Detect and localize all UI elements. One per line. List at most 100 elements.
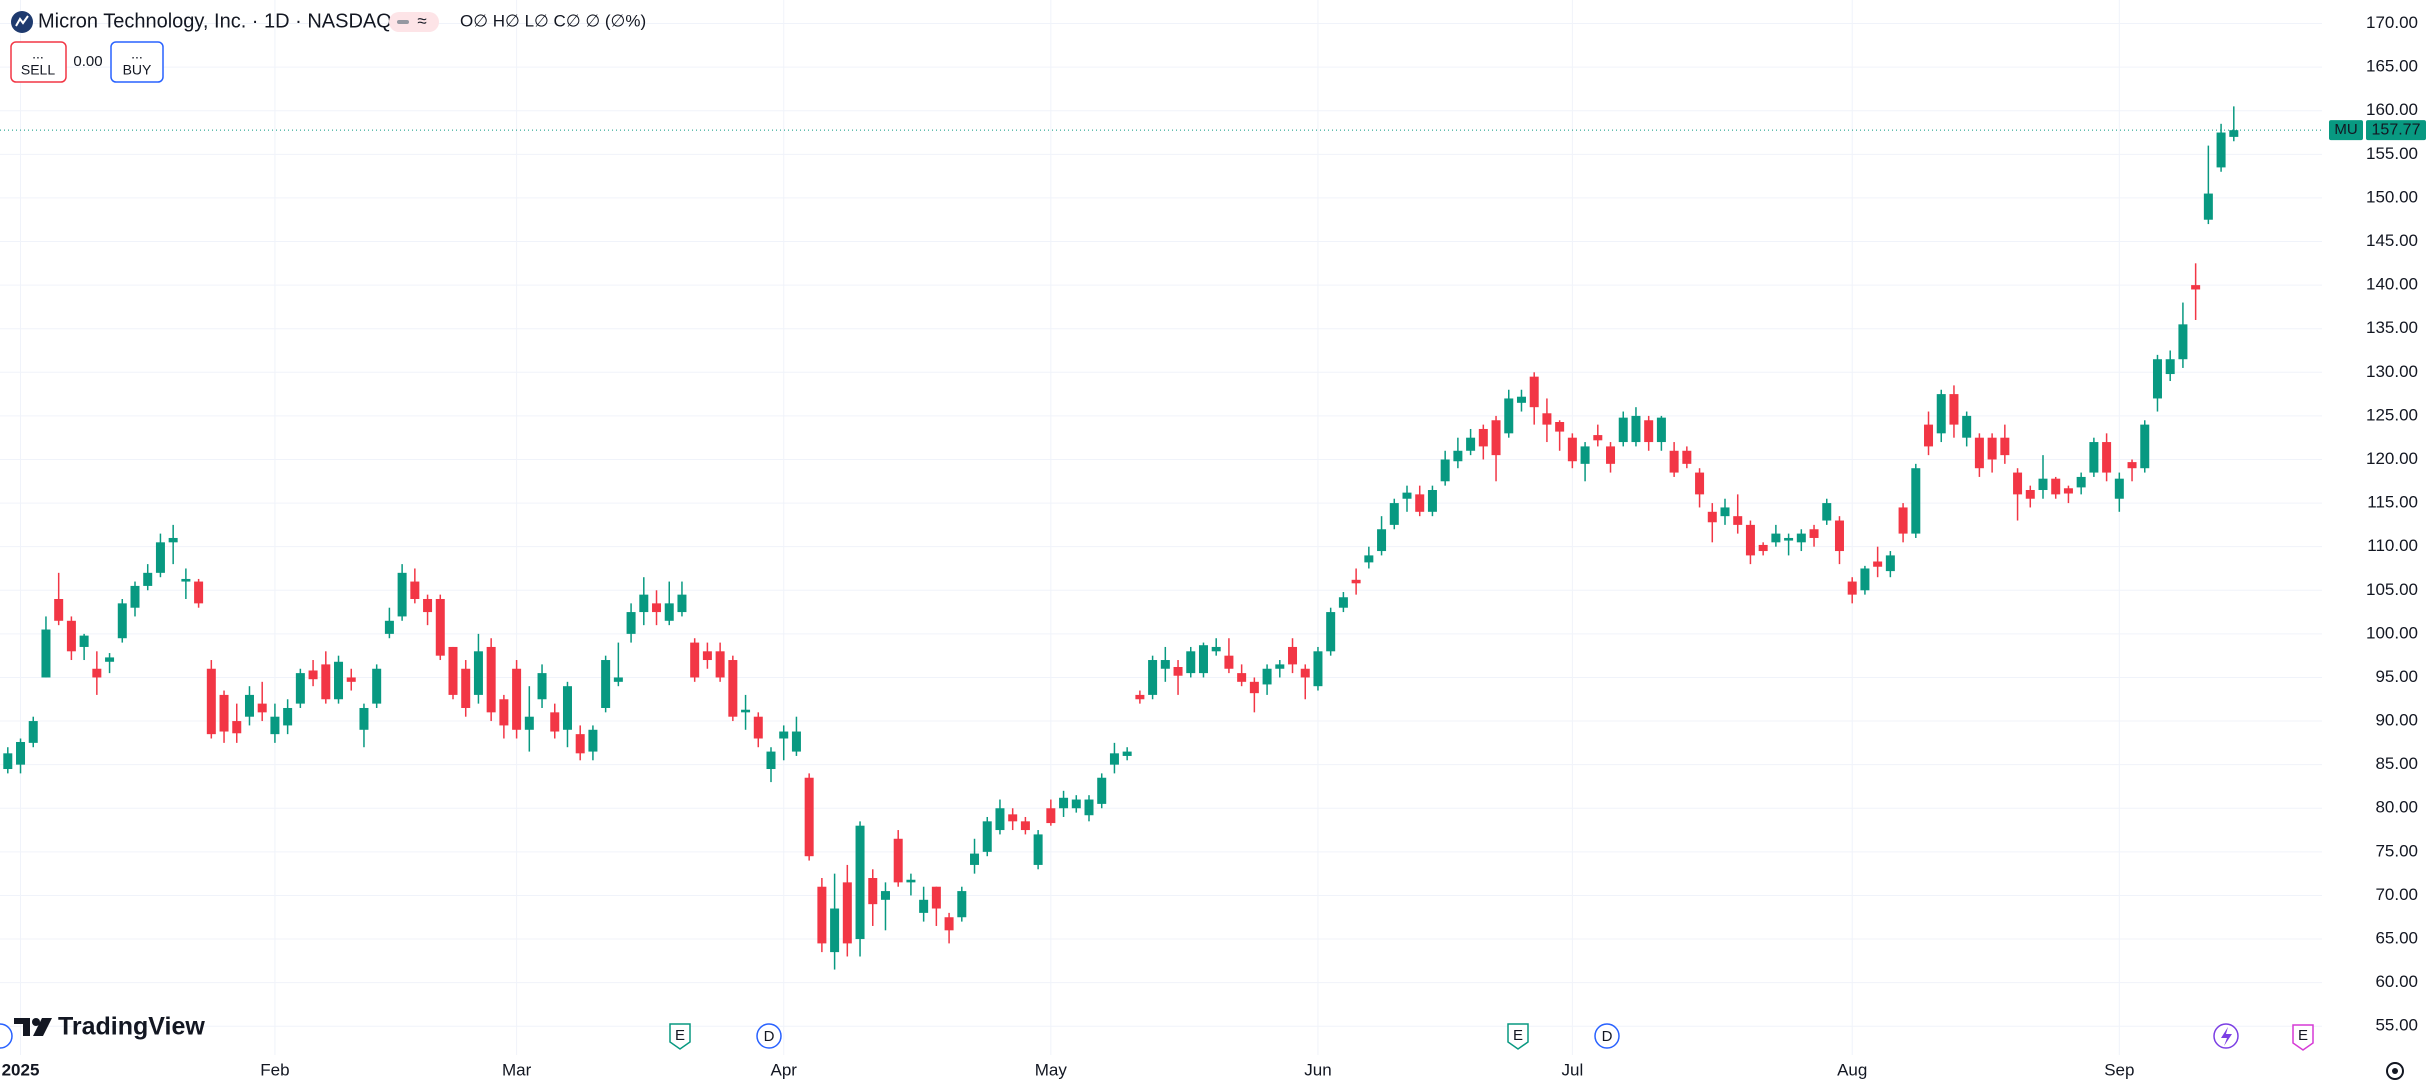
candle-body (143, 572, 153, 586)
x-tick-label: Aug (1837, 1060, 1867, 1079)
sell-price: ... (32, 46, 44, 62)
candle-body (2178, 324, 2188, 360)
sell-button[interactable] (10, 41, 67, 83)
candle-body (2063, 488, 2073, 494)
candle-body (601, 660, 611, 708)
candle-body (677, 594, 687, 613)
candle-body (435, 598, 445, 656)
candle-body (384, 620, 394, 634)
x-tick-label: Feb (260, 1060, 289, 1079)
y-tick-label: 160.00 (2366, 100, 2418, 119)
candle-body (41, 629, 51, 678)
status-wave: ≈ (417, 11, 426, 30)
candle-body (639, 594, 649, 613)
y-tick-label: 85.00 (2375, 754, 2418, 773)
candle-body (550, 712, 560, 732)
candle-body (1046, 808, 1056, 824)
candle-body (1745, 524, 1755, 556)
y-tick-label: 115.00 (2367, 493, 2418, 512)
candle-body (308, 670, 318, 680)
symbol-title[interactable]: Micron Technology, Inc. · 1D · NASDAQ (38, 10, 392, 32)
brand-logo-dot (32, 1018, 40, 1026)
candle-body (970, 853, 980, 865)
candle-body (1020, 821, 1030, 831)
candle-body (1720, 507, 1730, 517)
x-tick-label: Jul (1561, 1060, 1583, 1079)
status-dash (397, 20, 409, 24)
y-tick-label: 125.00 (2366, 405, 2418, 424)
event-dividend[interactable] (756, 1023, 782, 1049)
y-tick-label: 55.00 (2375, 1016, 2418, 1035)
settings (2386, 1062, 2404, 1080)
candle-body (702, 651, 712, 661)
candle-body (1758, 544, 1768, 552)
event-dividend-partial[interactable] (0, 1023, 13, 1049)
candle-body (868, 878, 878, 905)
event-earnings[interactable] (2292, 1024, 2314, 1051)
candle-body (219, 694, 229, 732)
candle-body (1415, 494, 1425, 512)
y-tick-label: 60.00 (2375, 972, 2418, 991)
candle-body (2203, 193, 2213, 220)
candle-body (321, 664, 331, 700)
candle-body (2127, 462, 2137, 469)
symbol-badge (2329, 120, 2363, 141)
candle-body (1949, 394, 1959, 425)
settings-gear[interactable] (2386, 1062, 2404, 1080)
y-tick-label: 65.00 (2375, 929, 2418, 948)
candle-body (1440, 459, 1450, 482)
candle-body (588, 729, 598, 752)
candle-body (1377, 529, 1387, 552)
candle-body (1669, 450, 1679, 473)
y-tick-label: 150.00 (2366, 187, 2418, 206)
candle-body (397, 572, 407, 617)
candle-body (919, 899, 929, 913)
candle-body (1682, 450, 1692, 464)
candle-body (257, 703, 267, 713)
candle-body (1198, 645, 1208, 674)
buy-button[interactable] (110, 41, 164, 83)
candle-body (2038, 478, 2048, 491)
candle-body (1695, 472, 1705, 495)
candle-body (1109, 753, 1119, 765)
y-tick-label: 120.00 (2366, 449, 2418, 468)
candle-body (1491, 420, 1501, 456)
candle-body (1529, 376, 1539, 408)
event-label: E (675, 1027, 685, 1044)
candle-body (473, 651, 483, 695)
event-earnings[interactable] (1507, 1023, 1529, 1050)
candle-body (1033, 834, 1043, 865)
candle-body (804, 777, 814, 857)
candle-body (117, 603, 127, 639)
x-tick-label: Jun (1304, 1060, 1331, 1079)
y-tick-label: 100.00 (2366, 623, 2418, 642)
candle-body (842, 882, 852, 944)
candle-body (168, 537, 178, 543)
brand-logo-1 (14, 1018, 30, 1036)
buy-price: ... (131, 46, 143, 62)
candle-body (1275, 664, 1285, 669)
y-tick-label: 130.00 (2366, 362, 2418, 381)
event-label: E (1513, 1027, 1523, 1044)
candle-body (346, 677, 356, 682)
candle-body (2229, 130, 2239, 137)
candle-body (906, 879, 916, 883)
candle-body (1249, 681, 1259, 694)
event-label: D (764, 1028, 775, 1045)
y-tick-label: 75.00 (2375, 841, 2418, 860)
candle-body (575, 734, 585, 754)
brand-name: TradingView (58, 1013, 205, 1041)
event-earnings[interactable] (669, 1023, 691, 1050)
candle-body (2089, 442, 2099, 473)
candle-body (448, 646, 458, 695)
candle-body (728, 660, 738, 717)
event-dividend[interactable] (1594, 1023, 1620, 1049)
candle-body (1847, 581, 1857, 595)
status-pill[interactable] (389, 12, 439, 32)
candle-body (715, 651, 725, 678)
y-tick-label: 145.00 (2366, 231, 2418, 250)
candle-body (1987, 437, 1997, 460)
candle-body (1593, 435, 1603, 441)
candle-body (741, 709, 751, 713)
